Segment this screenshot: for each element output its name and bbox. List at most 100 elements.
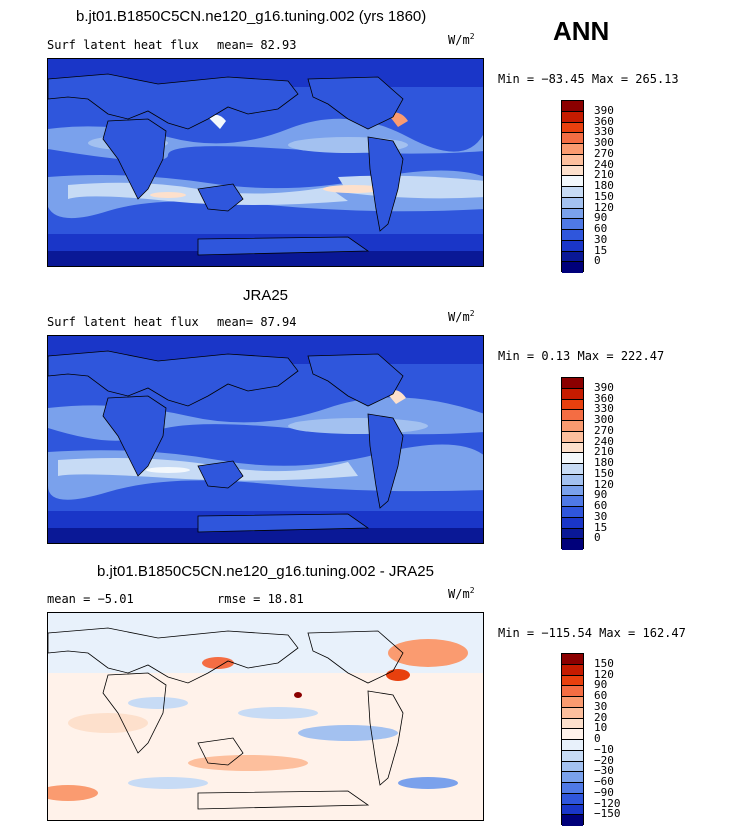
colorbar-tick-label: 90 xyxy=(594,211,608,225)
colorbar-segment xyxy=(562,740,583,751)
colorbar-tick-label: −20 xyxy=(594,753,614,767)
colorbar-tick-label: 210 xyxy=(594,168,614,182)
colorbar-segment xyxy=(562,507,583,518)
panel1-colorbar xyxy=(561,100,584,273)
colorbar-tick-label: 90 xyxy=(594,488,608,502)
panel1-units: W/m2 xyxy=(448,32,475,47)
jra25-latent-heat-map xyxy=(48,336,483,543)
colorbar-tick-label: −150 xyxy=(594,807,621,821)
panel3-title: b.jt01.B1850C5CN.ne120_g16.tuning.002 - … xyxy=(97,563,434,580)
colorbar-tick-label: 390 xyxy=(594,380,614,394)
panel3-minmax: Min = −115.54 Max = 162.47 xyxy=(498,626,686,640)
panel1-variable-label: Surf latent heat flux xyxy=(47,38,199,52)
colorbar-segment xyxy=(562,154,583,166)
panel2-variable-label: Surf latent heat flux xyxy=(47,315,199,329)
colorbar-segment xyxy=(562,208,583,220)
colorbar-tick-label: 15 xyxy=(594,243,608,257)
colorbar-segment xyxy=(562,442,583,454)
colorbar-tick-label: 330 xyxy=(594,125,614,139)
colorbar-segment xyxy=(562,729,583,740)
colorbar-tick-label: 30 xyxy=(594,699,608,713)
difference-map xyxy=(48,613,483,820)
colorbar-tick-label: −10 xyxy=(594,742,614,756)
colorbar-segment xyxy=(562,804,583,816)
colorbar-segment xyxy=(562,101,583,112)
colorbar-segment xyxy=(562,240,583,252)
colorbar-segment xyxy=(562,496,583,507)
colorbar-segment xyxy=(562,761,583,773)
colorbar-tick-label: −30 xyxy=(594,764,614,778)
colorbar-segment xyxy=(562,783,583,794)
colorbar-tick-label: 150 xyxy=(594,466,614,480)
panel2-mean: mean= 87.94 xyxy=(217,315,297,329)
colorbar-tick-label: 15 xyxy=(594,520,608,534)
colorbar-segment xyxy=(562,517,583,529)
colorbar-segment xyxy=(562,219,583,230)
panel2-title: JRA25 xyxy=(243,287,289,304)
colorbar-segment xyxy=(562,528,583,540)
colorbar-tick-label: 0 xyxy=(594,531,601,545)
colorbar-segment xyxy=(562,686,583,697)
colorbar-tick-label: 20 xyxy=(594,710,608,724)
colorbar-segment xyxy=(562,262,583,273)
panel3-rmse: rmse = 18.81 xyxy=(217,592,304,606)
colorbar-segment xyxy=(562,485,583,497)
colorbar-segment xyxy=(562,122,583,134)
colorbar-tick-label: 390 xyxy=(594,103,614,117)
colorbar-segment xyxy=(562,464,583,475)
colorbar-segment xyxy=(562,697,583,708)
colorbar-tick-label: 0 xyxy=(594,732,601,745)
panel3-units: W/m2 xyxy=(448,586,475,601)
colorbar-tick-label: 270 xyxy=(594,423,614,437)
colorbar-tick-label: 240 xyxy=(594,157,614,171)
colorbar-segment xyxy=(562,251,583,263)
colorbar-segment xyxy=(562,388,583,400)
colorbar-segment xyxy=(562,675,583,687)
season-label: ANN xyxy=(553,16,610,46)
panel2-colorbar xyxy=(561,377,584,550)
colorbar-segment xyxy=(562,410,583,421)
colorbar-segment xyxy=(562,772,583,783)
colorbar-segment xyxy=(562,165,583,177)
colorbar-tick-label: 30 xyxy=(594,232,608,246)
colorbar-segment xyxy=(562,144,583,155)
colorbar-segment xyxy=(562,176,583,187)
colorbar-segment xyxy=(562,654,583,665)
colorbar-tick-label: 120 xyxy=(594,200,614,214)
panel1-mean: mean= 82.93 xyxy=(217,38,297,52)
colorbar-tick-label: 210 xyxy=(594,445,614,459)
panel2-units: W/m2 xyxy=(448,309,475,324)
panel3-map xyxy=(47,612,484,821)
colorbar-tick-label: −120 xyxy=(594,796,621,810)
colorbar-segment xyxy=(562,750,583,762)
panel3-mean: mean = −5.01 xyxy=(47,592,134,606)
colorbar-segment xyxy=(562,664,583,676)
model-latent-heat-map xyxy=(48,59,483,266)
colorbar-tick-label: 120 xyxy=(594,477,614,491)
colorbar-tick-label: 330 xyxy=(594,402,614,416)
colorbar-segment xyxy=(562,815,583,826)
colorbar-segment xyxy=(562,707,583,719)
colorbar-segment xyxy=(562,793,583,805)
colorbar-tick-label: 360 xyxy=(594,391,614,405)
colorbar-tick-label: 360 xyxy=(594,114,614,128)
panel2-map xyxy=(47,335,484,544)
colorbar-tick-label: 60 xyxy=(594,689,608,702)
colorbar-segment xyxy=(562,187,583,198)
colorbar-tick-label: 300 xyxy=(594,136,614,149)
colorbar-segment xyxy=(562,399,583,411)
panel2-minmax: Min = 0.13 Max = 222.47 xyxy=(498,349,665,363)
colorbar-tick-label: 60 xyxy=(594,222,608,235)
colorbar-tick-label: −90 xyxy=(594,785,614,799)
colorbar-tick-label: 150 xyxy=(594,656,614,670)
colorbar-tick-label: 180 xyxy=(594,179,614,192)
colorbar-segment xyxy=(562,197,583,209)
colorbar-segment xyxy=(562,718,583,730)
colorbar-tick-label: 30 xyxy=(594,509,608,523)
colorbar-tick-label: 270 xyxy=(594,146,614,160)
colorbar-tick-label: 120 xyxy=(594,667,614,681)
colorbar-segment xyxy=(562,133,583,144)
colorbar-tick-label: 240 xyxy=(594,434,614,448)
colorbar-segment xyxy=(562,111,583,123)
colorbar-segment xyxy=(562,421,583,432)
